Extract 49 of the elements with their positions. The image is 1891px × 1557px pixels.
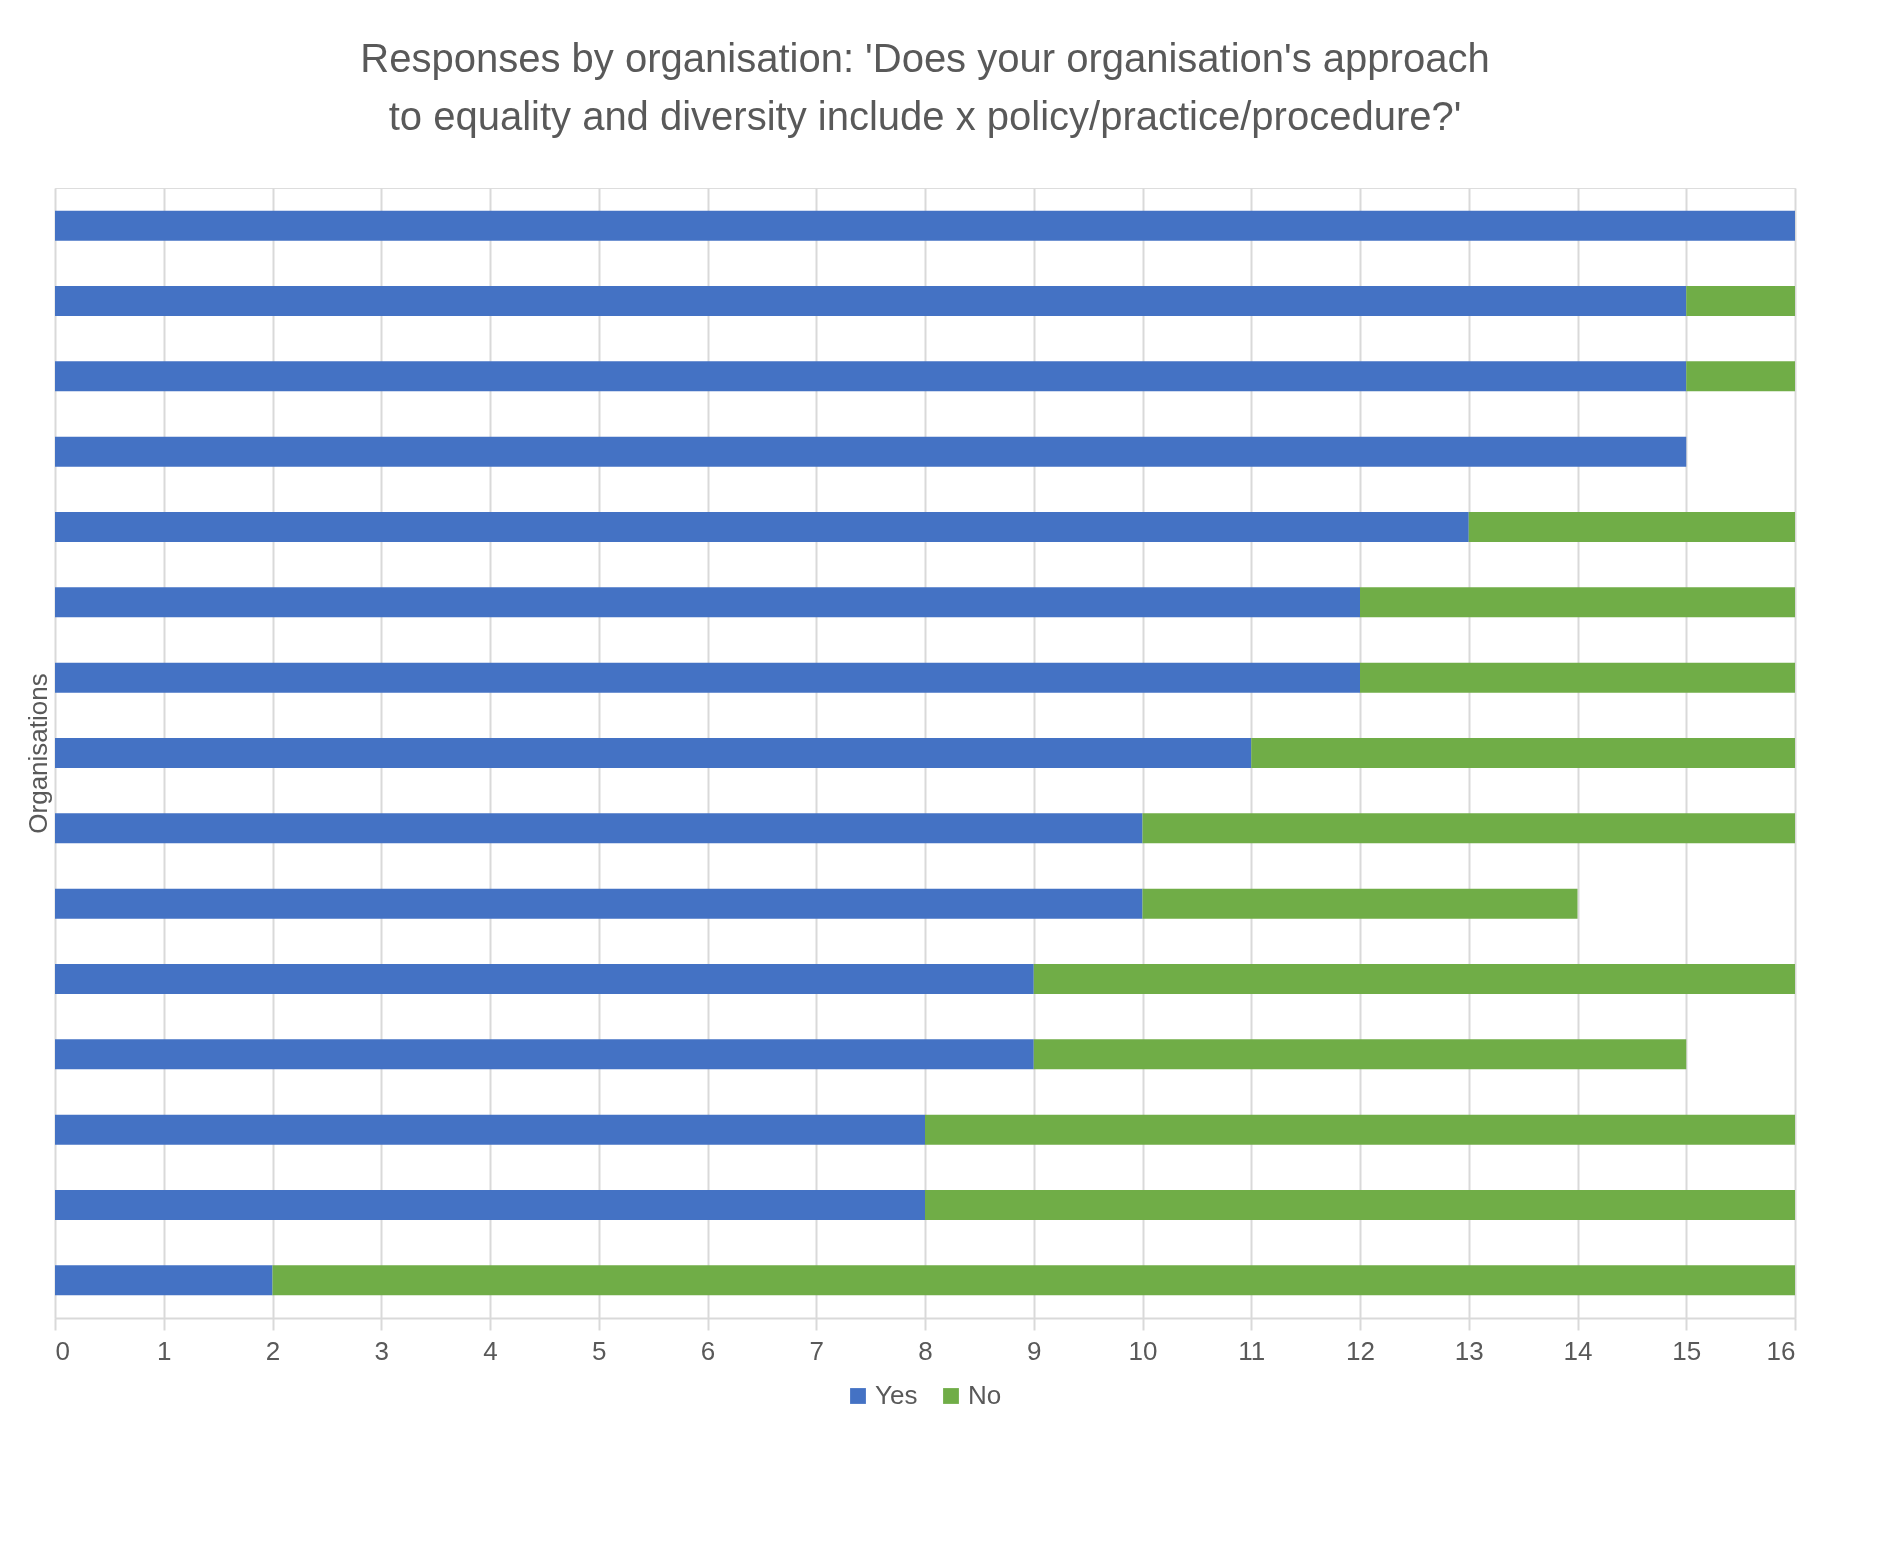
bar <box>1251 738 1795 768</box>
bar <box>55 1265 273 1296</box>
bar <box>1686 361 1795 392</box>
bar <box>1360 587 1795 618</box>
x-tick-label: 13 <box>1454 1335 1484 1366</box>
bar <box>55 361 1687 392</box>
bar <box>55 1190 925 1220</box>
x-tick-label: 7 <box>809 1335 824 1366</box>
bar <box>1468 512 1795 542</box>
x-tick-label: 8 <box>918 1335 933 1366</box>
bar <box>55 210 1795 241</box>
legend-label: No <box>968 1380 1002 1410</box>
bar <box>55 813 1143 844</box>
bar <box>925 1190 1795 1220</box>
y-axis-title: Organisations <box>22 673 53 834</box>
bar <box>55 1114 925 1145</box>
x-tick-label: 1 <box>157 1335 172 1366</box>
x-tick-label: 12 <box>1346 1335 1375 1366</box>
bar <box>55 662 1360 693</box>
x-tick-label: 5 <box>592 1335 607 1366</box>
chart-title: Responses by organisation: 'Does your organisation's approach to equality and diversity include x policy/practice/procedure?' <box>360 36 1490 138</box>
x-tick-label: 4 <box>483 1335 498 1366</box>
x-tick-label: 9 <box>1027 1335 1042 1366</box>
bar <box>1033 1039 1687 1070</box>
bar <box>55 512 1469 542</box>
bar <box>55 1039 1034 1070</box>
x-tick-label: 0 <box>55 1335 70 1366</box>
legend-label: Yes <box>875 1380 918 1410</box>
x-tick-label: 10 <box>1128 1335 1158 1366</box>
x-tick-label: 15 <box>1672 1335 1702 1366</box>
bar <box>1142 888 1578 919</box>
bar <box>1360 662 1795 693</box>
bar <box>55 964 1034 994</box>
x-tick-label: 2 <box>265 1335 281 1366</box>
bar <box>55 436 1687 467</box>
bar <box>925 1114 1795 1145</box>
x-tick-label: 3 <box>374 1335 389 1366</box>
bar <box>55 738 1252 768</box>
bar <box>272 1265 1795 1296</box>
bar <box>55 286 1687 316</box>
bar <box>55 587 1360 618</box>
x-tick-label: 6 <box>700 1335 716 1366</box>
bar <box>1686 286 1795 316</box>
bar <box>55 888 1143 919</box>
bar <box>1142 813 1795 844</box>
bar <box>1033 964 1795 994</box>
x-tick-label: 16 <box>1766 1335 1796 1366</box>
x-tick-label: 14 <box>1563 1335 1593 1366</box>
x-tick-label: 11 <box>1238 1335 1266 1366</box>
